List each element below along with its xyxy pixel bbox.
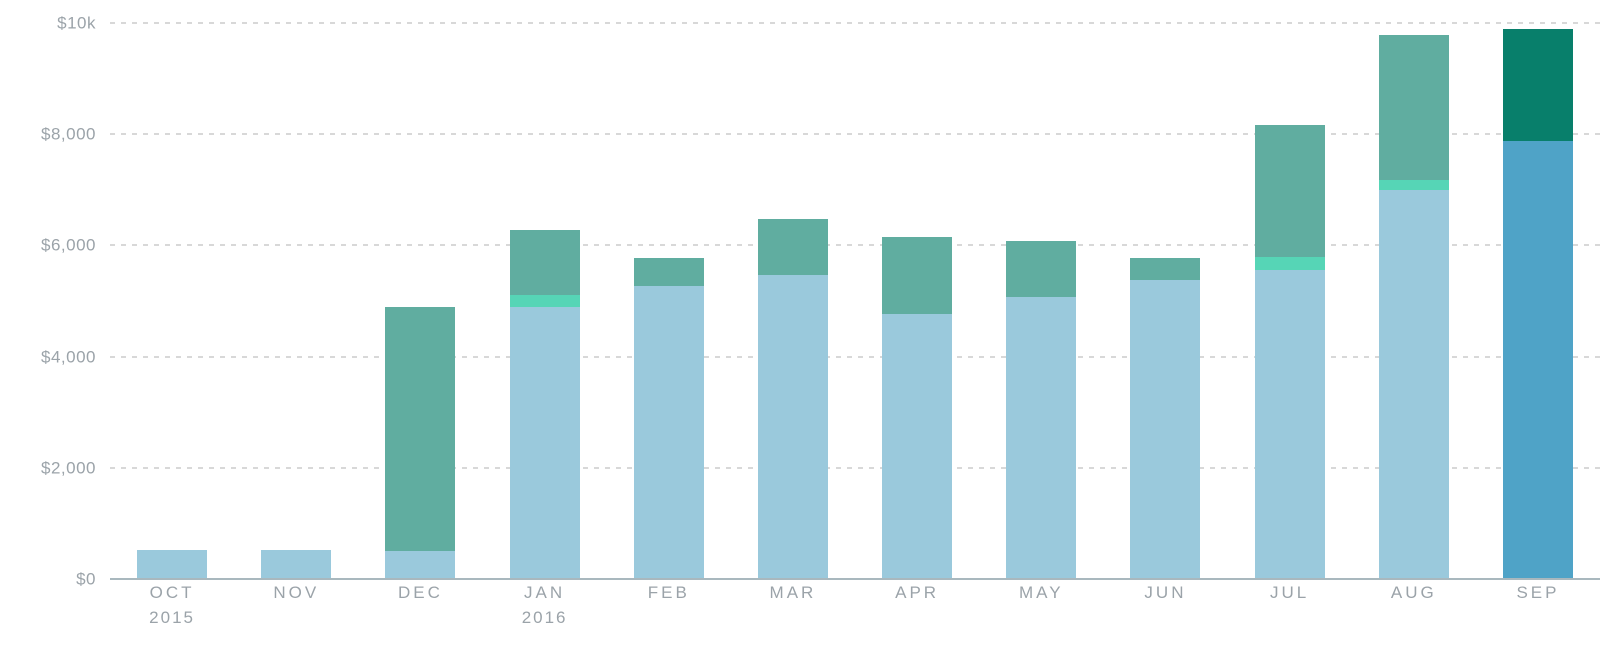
bar-cell-oct	[110, 23, 234, 579]
bar-segment-oct-light-blue[interactable]	[137, 549, 208, 579]
x-month-label: OCT	[149, 583, 195, 602]
bar-cell-aug	[1352, 23, 1476, 579]
x-label-jun: JUN	[1103, 584, 1227, 626]
bar-jun	[1130, 23, 1201, 579]
bar-segment-feb-teal[interactable]	[633, 258, 704, 286]
bar-segment-sep-teal[interactable]	[1502, 29, 1573, 141]
bar-jul	[1254, 23, 1325, 579]
bar-segment-mar-light-blue[interactable]	[757, 275, 828, 579]
gridline-6000	[110, 244, 1600, 247]
x-year-label: 2015	[149, 608, 195, 627]
bar-dec	[385, 23, 456, 579]
bar-cell-sep	[1476, 23, 1600, 579]
bar-cell-may	[979, 23, 1103, 579]
x-month-label: JUN	[1144, 583, 1187, 602]
bar-jan	[509, 23, 580, 579]
bar-mar	[757, 23, 828, 579]
bar-segment-jul-light-blue[interactable]	[1254, 269, 1325, 579]
bar-cell-nov	[234, 23, 358, 579]
bar-feb	[633, 23, 704, 579]
x-axis-line	[110, 578, 1600, 580]
bar-cell-apr	[855, 23, 979, 579]
bar-segment-apr-light-blue[interactable]	[882, 313, 953, 579]
bar-segment-aug-mint[interactable]	[1378, 180, 1449, 190]
x-label-jul: JUL	[1228, 584, 1352, 626]
bar-segment-apr-teal[interactable]	[882, 236, 953, 314]
y-tick-label-10000: $10k	[57, 13, 96, 33]
x-month-label: AUG	[1390, 583, 1437, 602]
y-tick-label-0: $0	[76, 569, 96, 589]
x-month-label: JUL	[1270, 583, 1310, 602]
x-month-label: NOV	[273, 583, 320, 602]
plot-area: $0 $2,000 $4,000 $6,000 $8,000 $10k	[41, 15, 1600, 588]
bar-aug	[1378, 23, 1449, 579]
x-month-label: FEB	[647, 583, 690, 602]
bar-cell-jul	[1228, 23, 1352, 579]
bar-segment-jul-teal[interactable]	[1254, 125, 1325, 257]
y-tick-label-4000: $4,000	[41, 347, 96, 367]
x-label-sep: SEP	[1476, 584, 1600, 626]
bar-segment-mar-teal[interactable]	[757, 218, 828, 276]
bar-cell-dec	[358, 23, 482, 579]
x-month-label: SEP	[1516, 583, 1560, 602]
x-month-label: MAY	[1019, 583, 1064, 602]
bar-segment-jan-teal[interactable]	[509, 230, 580, 295]
x-label-oct: OCT 2015	[110, 584, 234, 626]
x-label-may: MAY	[979, 584, 1103, 626]
bar-sep	[1502, 23, 1573, 579]
bar-segment-feb-light-blue[interactable]	[633, 286, 704, 579]
x-month-label: JAN	[524, 583, 566, 602]
bar-segment-aug-teal[interactable]	[1378, 34, 1449, 181]
bar-segment-sep-light-blue[interactable]	[1502, 140, 1573, 579]
y-tick-label-8000: $8,000	[41, 124, 96, 144]
gridline-8000	[110, 133, 1600, 136]
x-month-label: DEC	[397, 583, 443, 602]
bar-segment-may-light-blue[interactable]	[1006, 297, 1077, 579]
x-label-dec: DEC	[358, 584, 482, 626]
bar-cell-jun	[1103, 23, 1227, 579]
bar-segment-jan-mint[interactable]	[509, 294, 580, 308]
bar-nov	[261, 23, 332, 579]
bar-cell-mar	[731, 23, 855, 579]
bar-segment-jun-teal[interactable]	[1130, 258, 1201, 281]
gridline-10000	[110, 22, 1600, 24]
bar-oct	[137, 23, 208, 579]
bar-segment-jun-light-blue[interactable]	[1130, 280, 1201, 579]
gridline-4000	[110, 355, 1600, 358]
y-tick-label-2000: $2,000	[41, 458, 96, 478]
x-label-jan: JAN 2016	[483, 584, 607, 626]
bar-segment-jul-mint[interactable]	[1254, 256, 1325, 270]
x-axis-labels: OCT 2015 NOV DEC JAN 2016 FEB MAR APR MAY JUN JUL AU…	[110, 584, 1600, 626]
bar-segment-jan-light-blue[interactable]	[509, 307, 580, 579]
bar-segment-aug-light-blue[interactable]	[1378, 189, 1449, 579]
x-month-label: MAR	[769, 583, 817, 602]
bars-container	[110, 23, 1600, 579]
x-month-label: APR	[895, 583, 940, 602]
bar-segment-may-teal[interactable]	[1006, 240, 1077, 298]
x-label-apr: APR	[855, 584, 979, 626]
bar-apr	[882, 23, 953, 579]
bar-may	[1006, 23, 1077, 579]
bar-segment-nov-light-blue[interactable]	[261, 549, 332, 579]
bar-cell-feb	[607, 23, 731, 579]
bar-segment-dec-light-blue[interactable]	[385, 550, 456, 579]
x-label-nov: NOV	[234, 584, 358, 626]
bar-cell-jan	[483, 23, 607, 579]
x-label-mar: MAR	[731, 584, 855, 626]
bar-segment-dec-teal[interactable]	[385, 306, 456, 551]
x-label-feb: FEB	[607, 584, 731, 626]
gridline-2000	[110, 466, 1600, 469]
x-label-aug: AUG	[1352, 584, 1476, 626]
x-year-label: 2016	[521, 608, 568, 627]
y-tick-label-6000: $6,000	[41, 235, 96, 255]
